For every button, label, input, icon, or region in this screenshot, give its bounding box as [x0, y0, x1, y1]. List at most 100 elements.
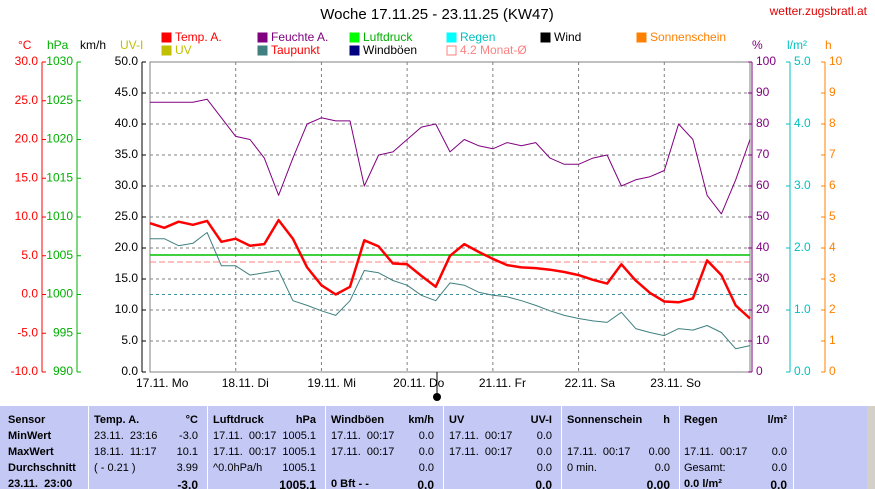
y-tick-label: 995 — [53, 325, 73, 339]
column-title: UV — [449, 414, 465, 426]
column-unit: l/m² — [767, 414, 787, 426]
x-tick-label: 21.11. Fr — [479, 376, 526, 390]
y-tick-label: 80 — [756, 116, 770, 130]
column-separator — [207, 406, 208, 489]
axis-title: h — [825, 38, 832, 52]
y-tick-label: 0.0 — [21, 287, 38, 301]
y-tick-label: 25.0 — [15, 93, 39, 107]
y-tick-label: 0.0 — [121, 364, 138, 378]
cell-value: 3.99 — [176, 462, 198, 474]
x-tick-label: 20.11. Do — [393, 376, 444, 390]
column-title: Luftdruck — [213, 414, 264, 426]
axis-title: hPa — [47, 38, 69, 52]
legend-label: Regen — [460, 30, 495, 44]
legend-label: Sonnenschein — [650, 30, 726, 44]
y-tick-label: 30.0 — [115, 178, 139, 192]
y-tick-label: 50.0 — [115, 54, 139, 68]
column-title: Sensor — [8, 414, 46, 426]
y-tick-label: 35.0 — [115, 147, 139, 161]
column-unit: UV-I — [530, 414, 552, 426]
cell-note: 17.11. 00:17 — [567, 446, 631, 458]
cell-value: 0.0 — [771, 446, 787, 458]
y-tick-label: 10 — [756, 333, 770, 347]
y-tick-label: 1020 — [46, 132, 73, 146]
cell-note: 0 min. — [567, 462, 597, 474]
legend-swatch — [257, 45, 268, 56]
y-tick-label: 25.0 — [115, 209, 139, 223]
column-unit: h — [663, 414, 670, 426]
y-tick-label: 990 — [53, 364, 73, 378]
y-tick-label: 40 — [756, 240, 770, 254]
column-unit: hPa — [295, 414, 316, 426]
legend-swatch — [349, 45, 360, 56]
y-tick-label: 50 — [756, 209, 770, 223]
cell-value: 0.00 — [648, 446, 670, 458]
legend-swatch — [636, 32, 647, 43]
y-tick-label: 100 — [756, 54, 776, 68]
legend-label: Temp. A. — [175, 30, 222, 44]
y-tick-label: 1005 — [46, 248, 73, 262]
cell-value: 1005.1 — [282, 446, 316, 458]
cell-note: 0 Bft - - — [331, 478, 369, 489]
y-tick-label: 10 — [829, 54, 843, 68]
legend-swatch — [446, 32, 457, 43]
legend-swatch — [349, 32, 360, 43]
column-separator — [443, 406, 444, 489]
axis-title: UV-I — [120, 38, 143, 52]
legend-swatch — [161, 32, 172, 43]
cell-value: 0.00 — [646, 478, 670, 489]
y-tick-label: 6 — [829, 178, 836, 192]
axis-title: l/m² — [787, 38, 807, 52]
cell-value: 10.1 — [176, 446, 198, 458]
cell-value: 0.0 — [536, 462, 552, 474]
y-tick-label: 3 — [829, 271, 836, 285]
column-separator — [793, 406, 794, 489]
column-title: Temp. A. — [94, 414, 140, 426]
now-dot — [433, 393, 441, 401]
column-separator — [679, 406, 680, 489]
cell-note: ^0.0hPa/h — [213, 462, 263, 474]
cell-note: ( - 0.21 ) — [94, 462, 136, 474]
series-line — [150, 232, 751, 350]
cell-note: 17.11. 00:17 — [449, 430, 513, 442]
cell-note: 17.11. 00:17 — [213, 430, 277, 442]
y-tick-label: 1015 — [46, 170, 73, 184]
y-tick-label: 70 — [756, 147, 770, 161]
legend-swatch — [257, 32, 268, 43]
y-tick-label: 2 — [829, 302, 836, 316]
row-label: MaxWert — [8, 446, 54, 458]
cell-note: 0.0 l/m² — [684, 478, 722, 489]
y-tick-label: 1000 — [46, 287, 73, 301]
y-tick-label: 90 — [756, 85, 770, 99]
y-tick-label: 30 — [756, 271, 770, 285]
y-tick-label: 5.0 — [121, 333, 138, 347]
cell-note: 17.11. 00:17 — [331, 446, 395, 458]
y-tick-label: 4.0 — [794, 116, 811, 130]
cell-value: 0.0 — [535, 478, 552, 489]
y-tick-label: 20 — [756, 302, 770, 316]
column-separator — [88, 406, 89, 489]
y-tick-label: 60 — [756, 178, 770, 192]
x-tick-label: 19.11. Mi — [307, 376, 355, 390]
cell-value: 0.0 — [418, 430, 434, 442]
cell-note: 23.11. 23:16 — [94, 430, 158, 442]
axis-title: % — [752, 38, 763, 52]
y-tick-label: 7 — [829, 147, 836, 161]
legend-swatch — [540, 32, 551, 43]
legend-label: Windböen — [363, 43, 417, 57]
row-label: 23.11. 23:00 — [8, 478, 73, 489]
y-tick-label: 15.0 — [115, 271, 139, 285]
y-tick-label: 0.0 — [794, 364, 811, 378]
legend-label: Feuchte A. — [271, 30, 328, 44]
axis-title: km/h — [80, 38, 106, 52]
cell-value: 0.0 — [536, 430, 552, 442]
column-title: Windböen — [331, 414, 385, 426]
column-title: Regen — [684, 414, 718, 426]
x-tick-label: 18.11. Di — [222, 376, 269, 390]
y-tick-label: 4 — [829, 240, 836, 254]
y-tick-label: 1 — [829, 333, 836, 347]
chart: Woche 17.11.25 - 23.11.25 (KW47) wetter.… — [11, 4, 868, 401]
column-unit: °C — [185, 414, 198, 426]
cell-value: 0.0 — [654, 462, 670, 474]
legend-swatch — [446, 45, 457, 56]
